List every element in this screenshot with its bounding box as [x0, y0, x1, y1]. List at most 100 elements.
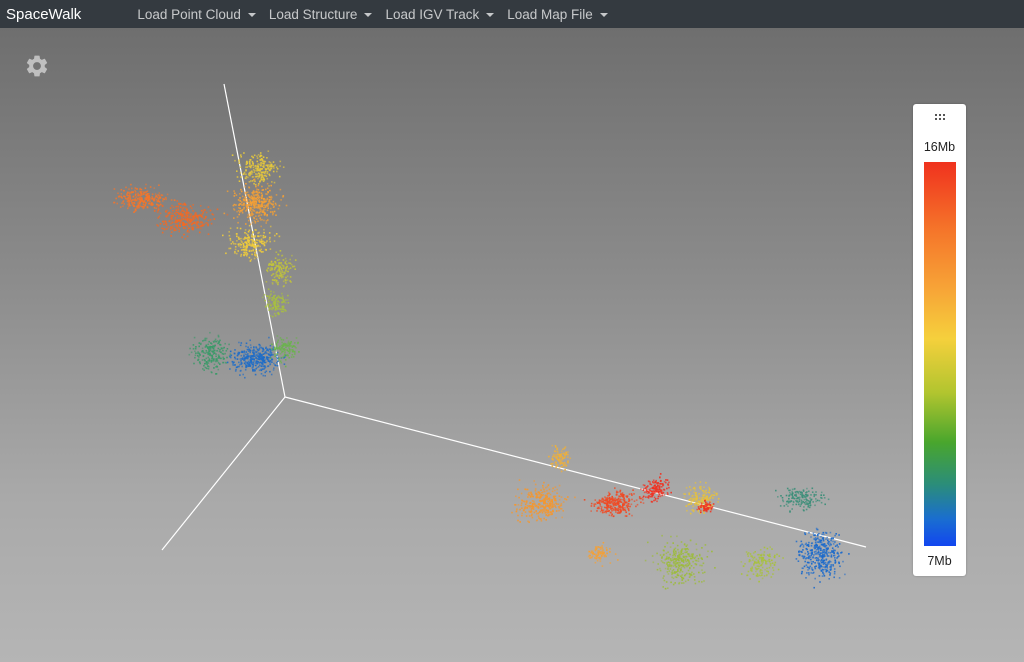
point [247, 194, 249, 196]
point [180, 203, 182, 205]
point [250, 360, 253, 362]
point [247, 357, 249, 360]
point [267, 298, 270, 300]
point [823, 533, 825, 536]
point [156, 224, 158, 226]
point-cloud-viewport[interactable] [0, 28, 1024, 662]
point [234, 246, 237, 248]
point [749, 553, 752, 555]
point [274, 275, 277, 277]
point [553, 454, 556, 457]
point [257, 352, 260, 354]
point [217, 354, 220, 356]
point [276, 279, 278, 282]
point [252, 352, 255, 355]
point [139, 204, 141, 206]
point [537, 512, 540, 515]
menu-load-igv-track[interactable]: Load IGV Track [385, 7, 495, 22]
point [832, 564, 834, 566]
app-brand[interactable]: SpaceWalk [6, 5, 82, 23]
point [171, 204, 173, 207]
point [240, 188, 242, 191]
point [258, 343, 260, 346]
point [648, 489, 651, 491]
point [214, 349, 216, 352]
point [245, 354, 248, 356]
point [154, 193, 157, 195]
point [260, 158, 263, 160]
point [606, 503, 608, 505]
point [817, 553, 819, 556]
point [692, 553, 694, 556]
point [245, 195, 247, 198]
point [287, 342, 289, 344]
point [798, 498, 801, 500]
point [239, 242, 241, 245]
point [275, 251, 278, 253]
point [210, 361, 213, 363]
point [239, 197, 241, 199]
point [694, 501, 697, 503]
point [269, 359, 272, 362]
point [523, 500, 525, 503]
menu-load-point-cloud[interactable]: Load Point Cloud [137, 7, 256, 22]
point [265, 222, 267, 224]
point [205, 215, 207, 218]
point [814, 567, 817, 570]
point [145, 198, 147, 200]
drag-handle-icon[interactable] [935, 114, 945, 122]
point [245, 166, 247, 168]
point [695, 559, 698, 562]
color-legend[interactable]: 16Mb 7Mb [913, 104, 966, 576]
point [260, 197, 263, 200]
point [574, 496, 576, 499]
point [828, 563, 830, 565]
point [818, 532, 820, 535]
point [262, 347, 264, 350]
point [822, 559, 824, 562]
legend-color-ramp[interactable] [924, 162, 956, 546]
point [663, 579, 666, 582]
point [648, 492, 650, 494]
point [841, 551, 843, 554]
menu-load-structure[interactable]: Load Structure [269, 7, 373, 22]
point [158, 204, 160, 207]
point [758, 580, 760, 583]
point [619, 490, 621, 493]
point [830, 564, 832, 566]
point [255, 185, 257, 188]
point [705, 506, 707, 509]
point [622, 507, 624, 509]
point [261, 174, 263, 176]
point [190, 224, 193, 226]
point [615, 499, 617, 502]
point [554, 498, 557, 500]
point [175, 219, 178, 222]
point [245, 251, 248, 254]
legend-min-label: 7Mb [927, 554, 952, 568]
point [202, 351, 205, 354]
point [693, 499, 695, 501]
point [247, 243, 250, 246]
gear-icon[interactable] [24, 53, 50, 79]
point [256, 362, 258, 364]
point [195, 215, 198, 218]
point [699, 500, 702, 503]
point [245, 210, 247, 212]
point [679, 562, 681, 564]
point [261, 171, 263, 174]
menu-load-map-file[interactable]: Load Map File [507, 7, 608, 22]
point [558, 498, 561, 501]
point [266, 358, 269, 360]
point [257, 358, 260, 361]
point [666, 479, 669, 481]
point [249, 349, 252, 352]
point [687, 569, 690, 572]
point [526, 505, 529, 507]
point [674, 564, 677, 566]
point [253, 216, 255, 219]
point [688, 564, 690, 566]
point [556, 455, 558, 458]
main-menu: Load Point Cloud Load Structure Load IGV… [137, 7, 621, 22]
point [611, 495, 613, 498]
